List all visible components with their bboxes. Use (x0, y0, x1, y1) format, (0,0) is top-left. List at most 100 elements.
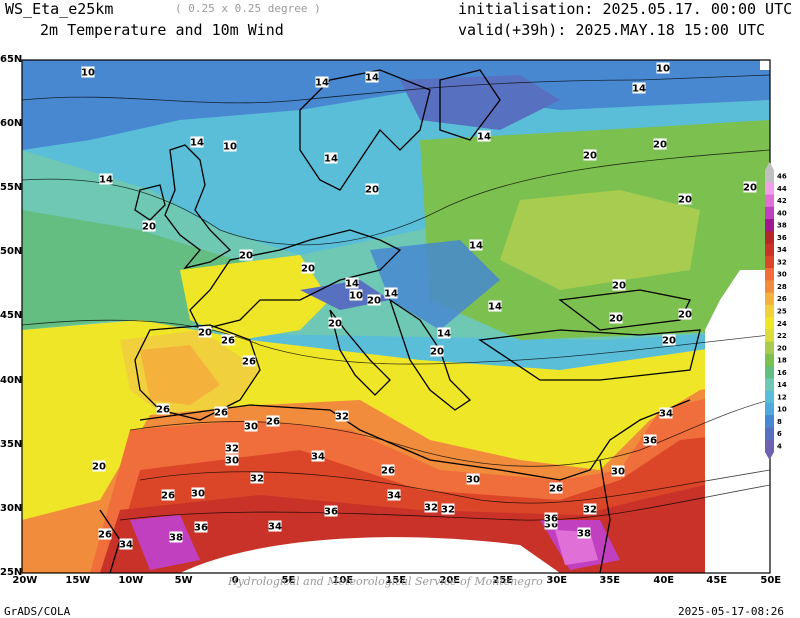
contour-label-bg (324, 505, 338, 517)
lon-tick-label: 40E (653, 575, 675, 586)
contour-label-bg (315, 76, 329, 88)
contour-label-bg (244, 420, 258, 432)
contour-label-bg (191, 487, 205, 499)
contour-label-bg (544, 518, 558, 530)
contour-label: 26 (214, 408, 228, 419)
contour-label: 14 (315, 78, 329, 89)
contour-label-bg (743, 181, 757, 193)
contour-label: 34 (659, 409, 673, 420)
contour-label: 38 (169, 533, 183, 544)
contour-label: 20 (142, 222, 156, 233)
lat-tick-label: 65N (0, 54, 23, 65)
valid-time: valid(+39h): 2025.MAY.18 15:00 UTC (458, 21, 766, 39)
contour-label: 14 (437, 329, 451, 340)
contour-label-bg (242, 355, 256, 367)
colorbar-top-arrow (765, 162, 774, 170)
contour-label-bg (194, 521, 208, 533)
contour-label-bg (632, 82, 646, 94)
lat-tick-label: 40N (0, 375, 23, 386)
colorbar-label: 25 (777, 308, 787, 316)
contour-label-bg (324, 152, 338, 164)
contour-label: 10 (81, 68, 95, 79)
colorbar-swatch (765, 415, 774, 428)
colorbar-label: 40 (777, 209, 787, 217)
contour-label-bg (656, 62, 670, 74)
colorbar-label: 8 (777, 418, 782, 426)
contour-label: 20 (662, 336, 676, 347)
contour-label-bg (662, 334, 676, 346)
contour-label-bg (268, 520, 282, 532)
colorbar-label: 24 (777, 320, 787, 328)
colorbar-label: 14 (777, 381, 787, 389)
lat-tick-label: 30N (0, 503, 23, 514)
contour-label: 26 (221, 336, 235, 347)
colorbar-swatch (765, 231, 774, 245)
lat-tick-label: 35N (0, 439, 23, 450)
contour-label-bg (659, 407, 673, 419)
colorbar-swatch (765, 353, 774, 367)
colorbar-label: 26 (777, 295, 787, 303)
chart-title: 2m Temperature and 10m Wind (40, 21, 284, 39)
colorbar-swatch (765, 255, 774, 269)
lon-tick-label: 10E (332, 575, 354, 586)
contour-label: 14 (384, 289, 398, 300)
colorbar-label: 22 (777, 332, 787, 340)
contour-label-bg (611, 465, 625, 477)
colorbar-swatch (765, 170, 774, 183)
colorbar-label: 30 (777, 271, 787, 279)
colorbar-swatch (765, 366, 774, 379)
contour-label-bg (99, 173, 113, 185)
colorbar-swatch (765, 182, 774, 196)
lat-tick-label: 60N (0, 118, 23, 129)
contour-label-bg (609, 312, 623, 324)
contour-label: 36 (194, 523, 208, 534)
contour-label: 14 (477, 132, 491, 143)
contour-label-bg (92, 460, 106, 472)
contour-label: 20 (367, 296, 381, 307)
contour-label-bg (156, 403, 170, 415)
contour-label-bg (612, 279, 626, 291)
contour-label-bg (301, 262, 315, 274)
footer-software: GrADS/COLA (4, 605, 71, 618)
colorbar-label: 18 (777, 357, 787, 365)
contour-label: 14 (99, 175, 113, 186)
contour-label: 26 (266, 417, 280, 428)
lon-tick-label: 20E (439, 575, 461, 586)
contour-label: 14 (324, 154, 338, 165)
contour-label: 20 (92, 462, 106, 473)
contour-label-bg (430, 345, 444, 357)
colorbar-swatch (765, 317, 774, 330)
contour-label: 20 (301, 264, 315, 275)
contour-label: 20 (612, 281, 626, 292)
lon-tick-label: 15W (65, 575, 91, 586)
lat-tick-label: 50N (0, 246, 23, 257)
contour-label: 20 (678, 195, 692, 206)
contour-label-bg (221, 334, 235, 346)
contour-label: 10 (223, 142, 237, 153)
contour-label-bg (119, 538, 133, 550)
colorbar-swatch (765, 292, 774, 306)
contour-label-bg (311, 450, 325, 462)
contour-label: 20 (430, 347, 444, 358)
contour-label-bg (250, 472, 264, 484)
contour-label-bg (98, 528, 112, 540)
contour-label-bg (81, 66, 95, 78)
lon-tick-label: 50E (760, 575, 782, 586)
contour-label-bg (583, 503, 597, 515)
contour-label: 20 (678, 310, 692, 321)
contour-label: 26 (242, 357, 256, 368)
colorbar-swatch (765, 341, 774, 355)
contour-label: 36 (643, 436, 657, 447)
contour-label: 26 (156, 405, 170, 416)
colorbar-bottom-arrow (765, 452, 774, 460)
contour-label-bg (335, 410, 349, 422)
colorbar: 4644424038363432302826252422201816141210… (765, 162, 787, 460)
contour-label: 26 (549, 484, 563, 495)
colorbar-label: 36 (777, 234, 787, 242)
contour-label: 20 (583, 151, 597, 162)
contour-label: 34 (387, 491, 401, 502)
contour-label: 20 (239, 251, 253, 262)
colorbar-swatch (765, 280, 774, 294)
